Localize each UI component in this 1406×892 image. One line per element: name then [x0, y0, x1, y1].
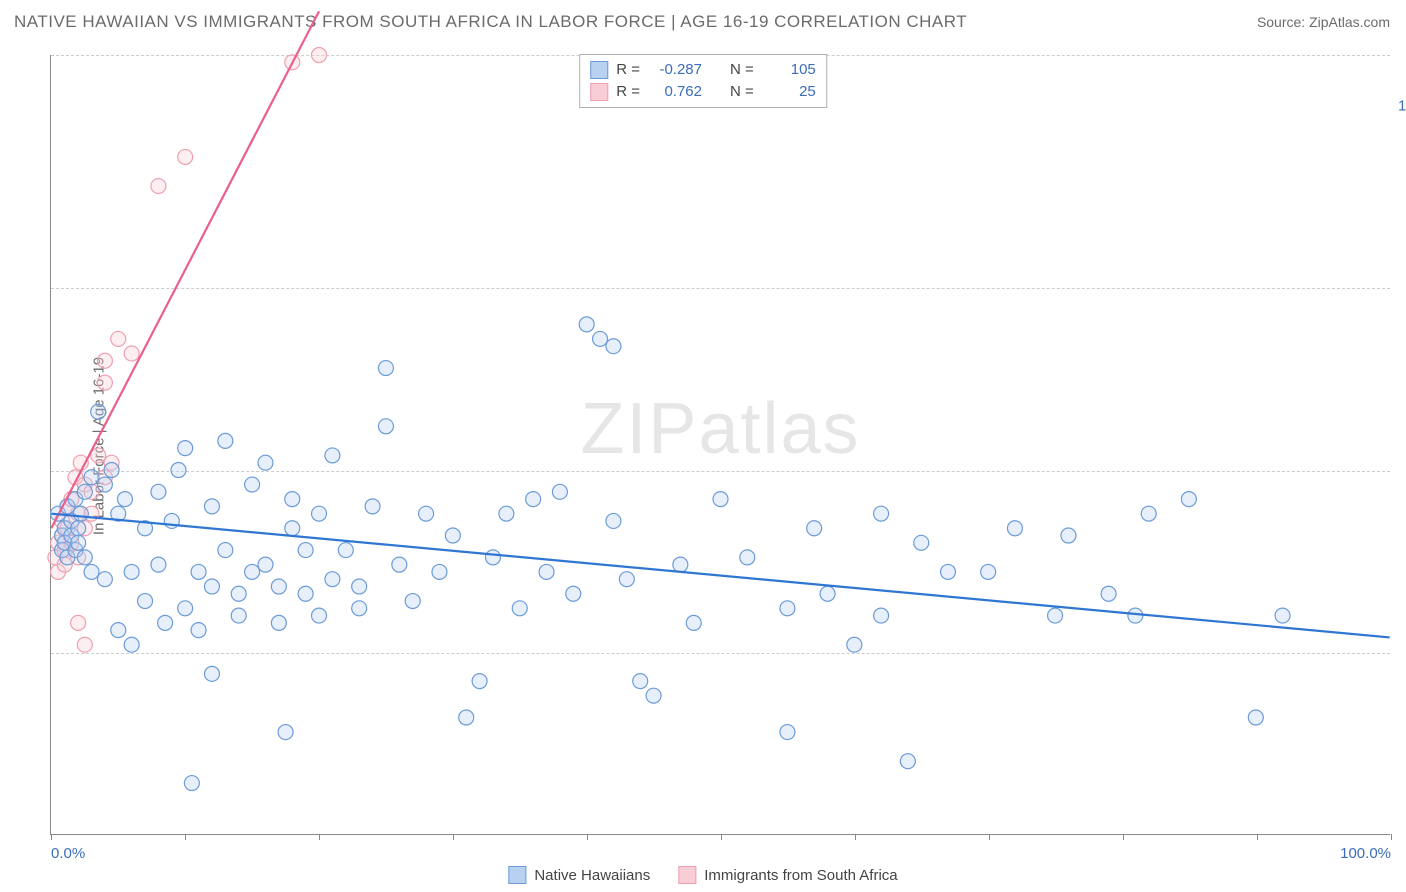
legend-series-label-0: Native Hawaiians — [534, 867, 650, 884]
legend-R-value-1: 0.762 — [648, 81, 702, 103]
legend-N-label: N = — [730, 59, 754, 81]
legend-series: Native Hawaiians Immigrants from South A… — [508, 866, 897, 884]
y-tick-label: 75.0% — [1398, 280, 1406, 297]
legend-series-label-1: Immigrants from South Africa — [704, 867, 897, 884]
legend-N-value-0: 105 — [762, 59, 816, 81]
plot-svg — [51, 55, 1390, 834]
legend-series-swatch-0 — [508, 866, 526, 884]
legend-R-label: R = — [616, 59, 640, 81]
legend-stats-row-1: R = 0.762 N = 25 — [590, 81, 816, 103]
legend-swatch-0 — [590, 61, 608, 79]
legend-series-item-1: Immigrants from South Africa — [678, 866, 897, 884]
legend-R-value-0: -0.287 — [648, 59, 702, 81]
legend-swatch-1 — [590, 83, 608, 101]
plot-area: ZIPatlas 25.0%50.0%75.0%100.0%0.0%100.0% — [50, 55, 1390, 835]
legend-series-item-0: Native Hawaiians — [508, 866, 650, 884]
x-tick-label: 0.0% — [51, 845, 85, 862]
chart-title: NATIVE HAWAIIAN VS IMMIGRANTS FROM SOUTH… — [14, 12, 967, 32]
legend-series-swatch-1 — [678, 866, 696, 884]
legend-R-label: R = — [616, 81, 640, 103]
x-tick-label: 100.0% — [1340, 845, 1391, 862]
legend-N-value-1: 25 — [762, 81, 816, 103]
y-tick-label: 50.0% — [1398, 462, 1406, 479]
legend-N-label: N = — [730, 81, 754, 103]
y-tick-label: 25.0% — [1398, 644, 1406, 661]
y-tick-label: 100.0% — [1398, 98, 1406, 115]
legend-stats: R = -0.287 N = 105 R = 0.762 N = 25 — [579, 54, 827, 108]
legend-stats-row-0: R = -0.287 N = 105 — [590, 59, 816, 81]
correlation-chart: NATIVE HAWAIIAN VS IMMIGRANTS FROM SOUTH… — [0, 0, 1406, 892]
source-label: Source: ZipAtlas.com — [1257, 14, 1390, 30]
